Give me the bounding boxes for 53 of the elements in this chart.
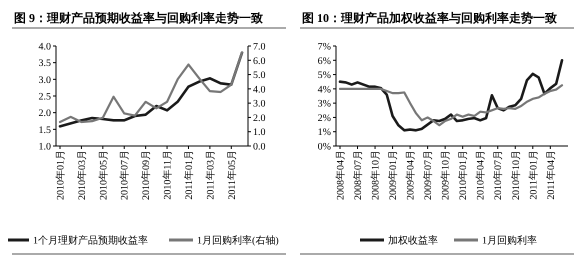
y-tick-label: 0% [318,142,331,152]
legend-label: 1月回购利率 [482,234,537,246]
x-tick-label: 2010年11月 [162,150,174,200]
x-tick-label: 2009年04月 [404,150,417,200]
y2-tick-label: 6.0 [253,56,266,67]
y-tick-label: 6% [318,56,331,67]
x-tick-label: 2008年10月 [370,150,382,200]
y2-tick-label: 0.0 [253,142,266,152]
x-tick-label: 2009年07月 [422,150,434,200]
y-tick-label: 4% [318,84,331,96]
line-series [338,58,564,132]
x-tick-label: 2010年10月 [510,150,522,200]
y2-tick-label: 7.0 [253,42,266,52]
legend-label: 1月回购利率(右轴) [197,234,279,246]
legend-label: 1个月理财产品预期收益率 [33,234,148,246]
y-tick-label: 1% [318,127,331,138]
legend-label: 加权收益率 [388,234,438,246]
y2-tick-label: 5.0 [253,70,266,82]
x-tick-label: 2010年03月 [76,150,88,200]
y-tick-label: 2.0 [38,108,51,120]
y-tick-label: 4.0 [38,42,51,52]
x-tick-label: 2010年01月 [54,150,66,200]
y2-tick-label: 1.0 [253,127,266,138]
x-tick-label: 2009年10月 [440,150,452,200]
x-tick-label: 2008年04月 [334,150,346,200]
y-tick-label: 1.5 [38,124,51,136]
x-tick-label: 2010年09月 [140,150,152,200]
y-tick-label: 3.5 [38,58,51,70]
x-tick-label: 2010年07月 [492,150,504,200]
y-tick-label: 3% [318,98,331,110]
x-tick-label: 2011年01月 [182,150,195,200]
y-tick-label: 2% [318,112,331,124]
x-tick-label: 2011年05月 [226,150,238,200]
chart-title: 图 10：理财产品加权收益率与回购利率走势一致 [302,11,557,25]
x-tick-label: 2009年01月 [387,150,400,200]
y-tick-label: 7% [318,42,331,52]
x-tick-label: 2011年01月 [527,150,540,200]
line-series [338,84,564,126]
x-tick-label: 2010年04月 [474,150,487,200]
y2-tick-label: 2.0 [253,112,266,124]
y-tick-label: 3.0 [38,74,51,86]
chart-title: 图 9：理财产品预期收益率与回购利率走势一致 [14,11,263,25]
y-tick-label: 5% [318,70,331,82]
x-tick-label: 2010年07月 [118,150,131,200]
y2-tick-label: 3.0 [253,98,266,110]
x-tick-label: 2010年05月 [97,150,110,200]
x-tick-label: 2010年01月 [457,150,470,200]
y2-tick-label: 4.0 [253,84,266,96]
y-tick-label: 1.0 [38,142,51,152]
x-tick-label: 2011年04月 [544,150,557,200]
x-tick-label: 2011年03月 [204,150,216,200]
x-tick-label: 2008年07月 [352,150,364,200]
y-tick-label: 2.5 [38,92,51,102]
